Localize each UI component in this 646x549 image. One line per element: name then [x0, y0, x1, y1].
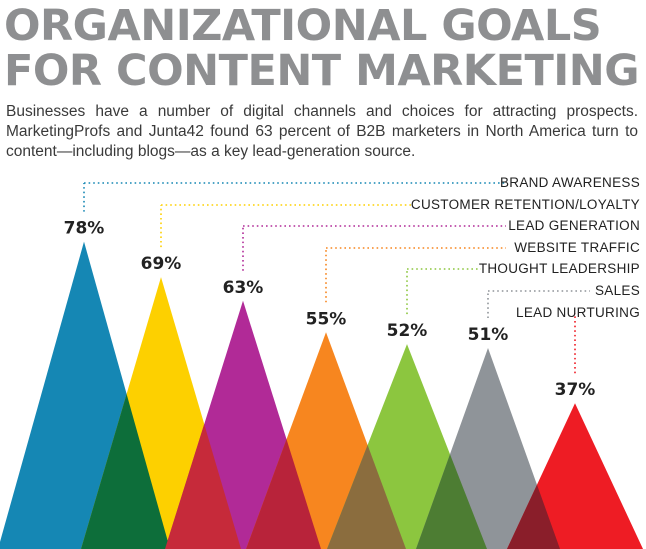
category-label: CUSTOMER RETENTION/LOYALTY — [411, 197, 640, 212]
category-label: SALES — [595, 283, 640, 298]
value-label: 37% — [555, 380, 596, 400]
category-label: LEAD NURTURING — [516, 305, 640, 320]
value-label: 78% — [64, 219, 105, 239]
title-line-1: ORGANIZATIONAL GOALS — [4, 1, 602, 51]
labels-layer: BRAND AWARENESS CUSTOMER RETENTION/LOYALT… — [64, 175, 640, 400]
category-label: THOUGHT LEADERSHIP — [479, 261, 640, 276]
category-label: LEAD GENERATION — [508, 218, 640, 233]
value-label: 51% — [468, 325, 509, 345]
value-label: 63% — [223, 278, 264, 298]
triangle-overlap — [507, 484, 560, 549]
triangle-overlap — [246, 439, 321, 549]
leader-lines-layer — [83, 182, 590, 374]
title-line-2: FOR CONTENT MARKETING — [4, 46, 640, 96]
category-label: BRAND AWARENESS — [500, 175, 640, 190]
triangle-overlap — [416, 454, 487, 549]
value-label: 55% — [306, 309, 347, 329]
value-label: 69% — [141, 254, 182, 274]
chart-title: ORGANIZATIONAL GOALS FOR CONTENT MARKETI… — [4, 1, 640, 96]
triangle-overlap — [81, 394, 170, 549]
chart-subtitle: Businesses have a number of digital chan… — [6, 103, 638, 160]
value-label: 52% — [387, 321, 428, 341]
category-label: WEBSITE TRAFFIC — [514, 240, 640, 255]
triangle-overlap — [327, 445, 406, 549]
triangle-overlap — [165, 424, 241, 549]
overlap-layer — [81, 394, 560, 549]
